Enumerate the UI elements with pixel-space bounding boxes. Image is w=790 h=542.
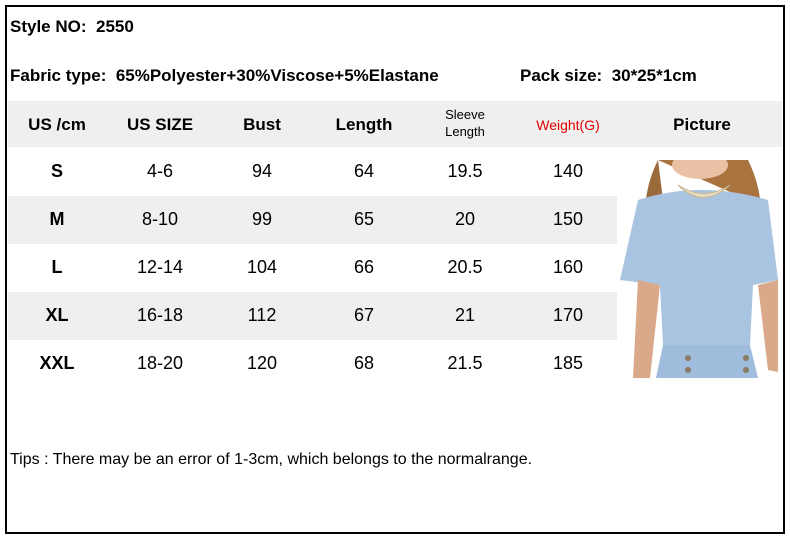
cell-length: 67: [353, 305, 375, 325]
header-length: Length: [335, 115, 393, 134]
cell-us-size: 8-10: [141, 209, 179, 229]
cell-us-cm: M: [49, 209, 65, 229]
cell-bust: 112: [247, 305, 277, 325]
table-row: [8, 148, 617, 196]
cell-sleeve-length: 19.5: [447, 161, 483, 181]
cell-us-size: 12-14: [136, 257, 184, 277]
cell-us-cm: XXL: [39, 353, 75, 373]
cell-weight: 150: [552, 209, 584, 229]
cell-length: 66: [353, 257, 375, 277]
cell-sleeve-length: 21: [454, 305, 476, 325]
cell-length: 68: [353, 353, 375, 373]
cell-bust: 120: [246, 353, 278, 373]
cell-sleeve-length: 20: [454, 209, 476, 229]
cell-bust: 94: [251, 161, 273, 181]
cell-us-size: 4-6: [146, 161, 174, 181]
header-sleeve-length: Sleeve Length: [445, 106, 485, 140]
table-header-row: [8, 101, 782, 147]
cell-sleeve-length: 21.5: [447, 353, 483, 373]
cell-bust: 104: [246, 257, 278, 277]
cell-us-size: 18-20: [136, 353, 184, 373]
style-number: Style NO: 2550: [10, 17, 134, 37]
header-bust: Bust: [243, 115, 281, 134]
cell-sleeve-length: 20.5: [447, 257, 483, 277]
table-row: [8, 196, 617, 244]
fabric-type-label: Fabric type:: [10, 66, 107, 85]
header-us-cm: US /cm: [28, 115, 86, 134]
pack-size-label: Pack size:: [520, 66, 603, 85]
style-number-label: Style NO:: [10, 17, 87, 36]
cell-us-cm: S: [50, 161, 64, 181]
pack-size-value: 30*25*1cm: [611, 66, 697, 85]
cell-length: 65: [353, 209, 375, 229]
size-chart-frame: [5, 5, 785, 534]
header-weight: Weight(G): [536, 117, 600, 133]
cell-us-cm: XL: [45, 305, 69, 325]
fabric-type: Fabric type: 65%Polyester+30%Viscose+5%E…: [10, 66, 439, 86]
table-row: [8, 292, 617, 340]
cell-weight: 170: [552, 305, 584, 325]
cell-weight: 140: [552, 161, 584, 181]
header-sleeve-line2: Length: [445, 124, 485, 139]
header-sleeve-line1: Sleeve: [445, 107, 485, 122]
header-picture: Picture: [673, 115, 731, 134]
header-us-size: US SIZE: [126, 115, 194, 134]
table-row: [8, 340, 617, 388]
table-row: [8, 244, 617, 292]
product-picture: [618, 151, 781, 378]
cell-length: 64: [353, 161, 375, 181]
fabric-type-value: 65%Polyester+30%Viscose+5%Elastane: [115, 66, 439, 85]
cell-weight: 185: [552, 353, 584, 373]
style-number-value: 2550: [95, 17, 134, 36]
pack-size: Pack size: 30*25*1cm: [520, 66, 697, 86]
cell-weight: 160: [552, 257, 584, 277]
cell-us-cm: L: [51, 257, 63, 277]
tips-text: Tips : There may be an error of 1-3cm, w…: [10, 451, 533, 468]
cell-us-size: 16-18: [136, 305, 184, 325]
cell-bust: 99: [251, 209, 273, 229]
